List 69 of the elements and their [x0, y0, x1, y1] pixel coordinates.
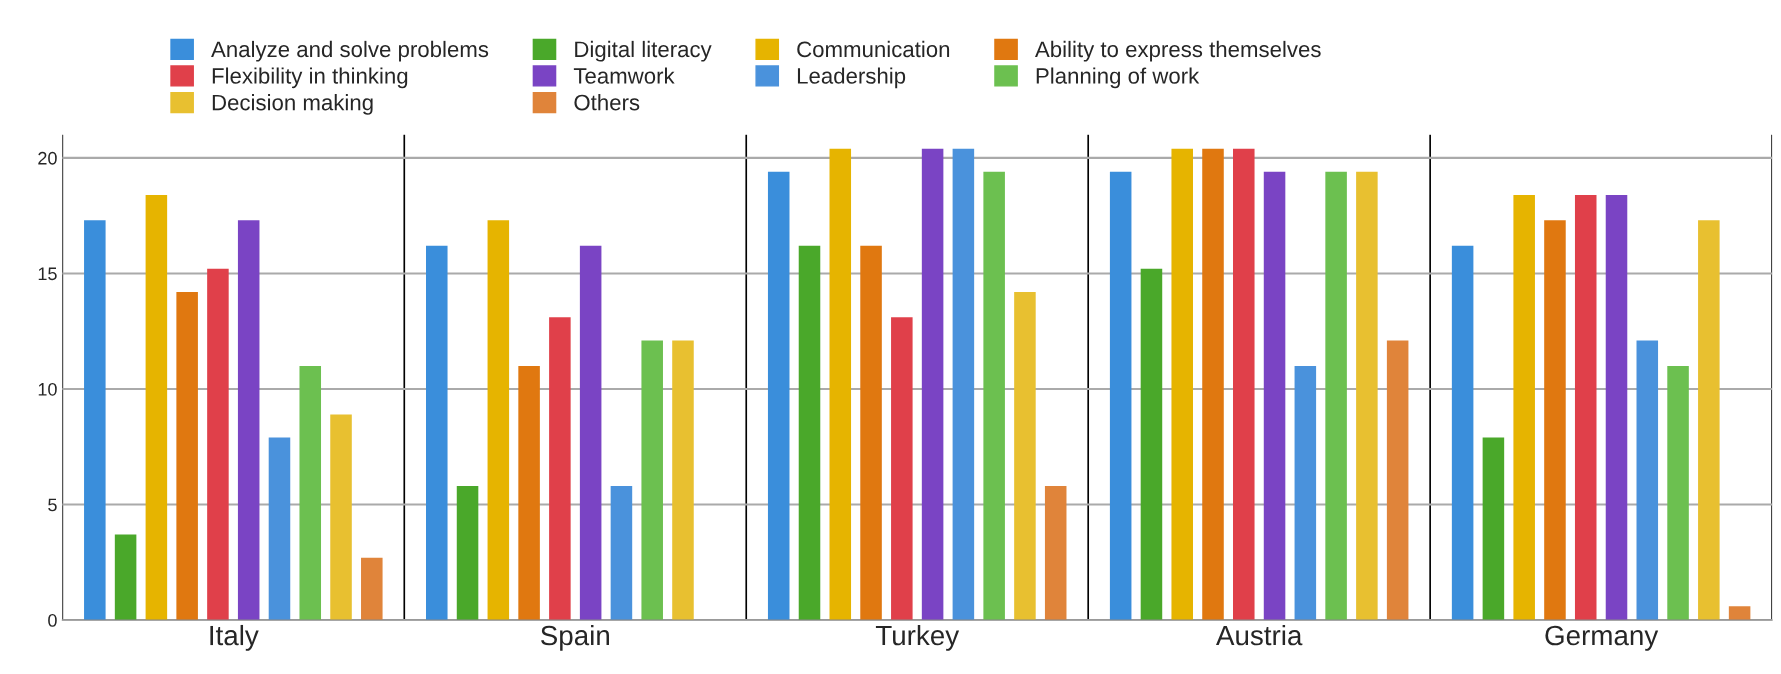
bar	[1513, 194, 1535, 621]
bar	[114, 534, 137, 621]
bar	[798, 245, 821, 621]
x-tick-label: Turkey	[875, 624, 960, 651]
bar	[145, 194, 168, 621]
y-tick-label: 20	[38, 151, 57, 165]
legend-label: Ability to express themselves	[1034, 40, 1321, 62]
bar	[1544, 220, 1566, 621]
bar	[641, 340, 663, 621]
bar	[299, 365, 322, 621]
bar	[1263, 171, 1286, 621]
bar	[952, 148, 975, 621]
bar	[1482, 437, 1505, 621]
bar	[1109, 171, 1132, 621]
bar	[767, 171, 790, 621]
bar	[1636, 340, 1659, 621]
bar	[1014, 291, 1036, 621]
bar	[1233, 148, 1255, 621]
bar	[1728, 606, 1751, 621]
bar	[1451, 245, 1474, 621]
legend-label: Communication	[797, 40, 950, 58]
bar	[237, 220, 260, 621]
y-tick-label: 10	[38, 382, 57, 396]
bar	[983, 171, 1005, 621]
bar	[426, 245, 448, 621]
bar	[1574, 194, 1597, 621]
bar	[1171, 148, 1193, 621]
y-tick-label: 15	[38, 267, 57, 281]
legend-label: Teamwork	[573, 67, 675, 84]
bar	[1202, 148, 1224, 621]
legend-label: Decision making	[212, 94, 373, 115]
legend-label: Flexibility in thinking	[212, 67, 408, 89]
x-tick-label: Austria	[1216, 624, 1303, 646]
bar	[1605, 194, 1628, 621]
bar	[207, 268, 229, 621]
bar	[921, 148, 944, 621]
legend-label: Planning of work	[1036, 67, 1200, 89]
bar	[176, 291, 198, 621]
bar	[456, 486, 479, 621]
legend-label: Others	[574, 94, 640, 111]
y-tick-label: 0	[48, 614, 57, 627]
bar	[361, 557, 383, 621]
bar	[1325, 171, 1347, 621]
bar	[549, 317, 571, 621]
bar	[1356, 171, 1378, 621]
x-tick-label: Italy	[210, 624, 259, 651]
legend-label: Leadership	[797, 67, 906, 89]
bar	[1044, 486, 1067, 621]
y-tick-label: 5	[48, 498, 57, 512]
legend-label: Analyze and solve problems	[211, 40, 489, 62]
bar	[1140, 268, 1163, 621]
bar	[579, 245, 602, 621]
x-tick-label: Germany	[1545, 625, 1659, 651]
bar	[672, 340, 694, 621]
bar	[268, 437, 291, 621]
legend-label: Digital literacy	[575, 40, 712, 62]
bar	[487, 220, 510, 621]
bar	[518, 365, 540, 621]
x-tick-label: Spain	[541, 624, 609, 651]
bar	[1386, 340, 1409, 621]
bar	[84, 220, 106, 621]
bar	[829, 148, 852, 621]
bar	[1698, 220, 1720, 621]
bar	[330, 414, 352, 621]
bar	[1294, 365, 1317, 621]
bar	[891, 317, 913, 621]
bar	[1667, 365, 1689, 621]
bar	[610, 486, 633, 621]
bar	[860, 245, 882, 621]
